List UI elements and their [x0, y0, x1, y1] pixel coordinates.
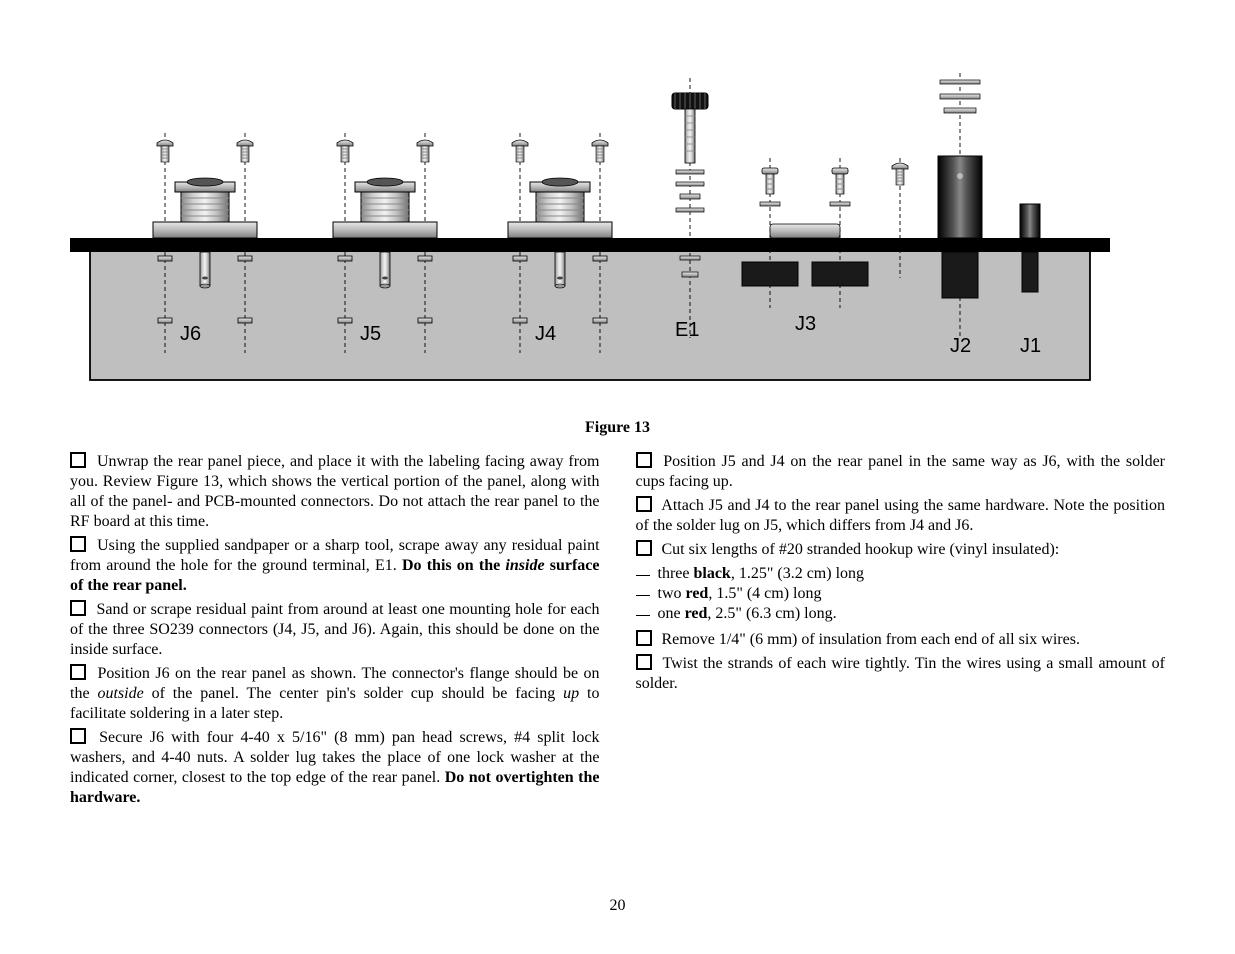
- figure-13: J6 J5 J4 E1 J3 J2 J1: [70, 70, 1165, 396]
- label-j2: J2: [950, 335, 971, 357]
- checkbox-icon: [70, 536, 86, 552]
- checkbox-icon: [70, 452, 86, 468]
- wire-list: three black, 1.25" (3.2 cm) long two red…: [636, 564, 1166, 624]
- step-6-text: Position J5 and J4 on the rear panel in …: [636, 453, 1166, 490]
- blank-line: [636, 575, 650, 576]
- left-column: Unwrap the rear panel piece, and place i…: [70, 452, 600, 812]
- label-j1: J1: [1020, 335, 1041, 357]
- label-j4: J4: [535, 323, 556, 345]
- step-9-text: Remove 1/4" (6 mm) of insulation from ea…: [662, 631, 1080, 648]
- blank-line: [636, 615, 650, 616]
- step-1-text: Unwrap the rear panel piece, and place i…: [70, 453, 600, 530]
- checkbox-icon: [636, 496, 652, 512]
- step-2-text-b: Do this on the: [402, 557, 505, 574]
- step-4-text-d: up: [563, 685, 579, 702]
- step-8-text: Cut six lengths of #20 stranded hookup w…: [662, 541, 1060, 558]
- step-3-text: Sand or scrape residual paint from aroun…: [70, 601, 600, 658]
- step-1: Unwrap the rear panel piece, and place i…: [70, 452, 600, 532]
- page: J6 J5 J4 E1 J3 J2 J1 Figure 13 Unwrap th…: [0, 0, 1235, 954]
- step-9: Remove 1/4" (6 mm) of insulation from ea…: [636, 630, 1166, 650]
- label-j3: J3: [795, 313, 816, 335]
- checkbox-icon: [636, 452, 652, 468]
- wire-1-a: three: [658, 565, 694, 582]
- step-7-text: Attach J5 and J4 to the rear panel using…: [636, 497, 1166, 534]
- wire-2: two red, 1.5" (4 cm) long: [636, 584, 1166, 604]
- checkbox-icon: [70, 600, 86, 616]
- wire-1-b: black: [693, 565, 730, 582]
- step-7: Attach J5 and J4 to the rear panel using…: [636, 496, 1166, 536]
- figure-caption: Figure 13: [70, 418, 1165, 438]
- checkbox-icon: [70, 728, 86, 744]
- step-4-text-c: of the panel. The center pin's solder cu…: [144, 685, 563, 702]
- wire-3-b: red: [685, 605, 708, 622]
- wire-3-a: one: [658, 605, 685, 622]
- checkbox-icon: [70, 664, 86, 680]
- step-10-text: Twist the strands of each wire tightly. …: [636, 655, 1166, 692]
- page-number: 20: [0, 896, 1235, 916]
- step-4: Position J6 on the rear panel as shown. …: [70, 664, 600, 724]
- step-3: Sand or scrape residual paint from aroun…: [70, 600, 600, 660]
- step-2-text-c: inside: [505, 557, 544, 574]
- step-5: Secure J6 with four 4-40 x 5/16" (8 mm) …: [70, 728, 600, 808]
- label-j6: J6: [180, 323, 201, 345]
- blank-line: [636, 595, 650, 596]
- wire-3: one red, 2.5" (6.3 cm) long.: [636, 604, 1166, 624]
- wire-2-b: red: [686, 585, 709, 602]
- step-2: Using the supplied sandpaper or a sharp …: [70, 536, 600, 596]
- step-6: Position J5 and J4 on the rear panel in …: [636, 452, 1166, 492]
- step-10: Twist the strands of each wire tightly. …: [636, 654, 1166, 694]
- wire-1-c: , 1.25" (3.2 cm) long: [731, 565, 864, 582]
- checkbox-icon: [636, 654, 652, 670]
- checkbox-icon: [636, 630, 652, 646]
- body-columns: Unwrap the rear panel piece, and place i…: [70, 452, 1165, 812]
- wire-2-c: , 1.5" (4 cm) long: [708, 585, 821, 602]
- step-4-text-b: outside: [97, 685, 143, 702]
- wire-1: three black, 1.25" (3.2 cm) long: [636, 564, 1166, 584]
- step-8: Cut six lengths of #20 stranded hookup w…: [636, 540, 1166, 560]
- right-column: Position J5 and J4 on the rear panel in …: [636, 452, 1166, 812]
- wire-2-a: two: [658, 585, 686, 602]
- wire-3-c: , 2.5" (6.3 cm) long.: [707, 605, 836, 622]
- label-j5: J5: [360, 323, 381, 345]
- checkbox-icon: [636, 540, 652, 556]
- figure-13-svg: J6 J5 J4 E1 J3 J2 J1: [70, 70, 1110, 390]
- label-e1: E1: [675, 319, 699, 341]
